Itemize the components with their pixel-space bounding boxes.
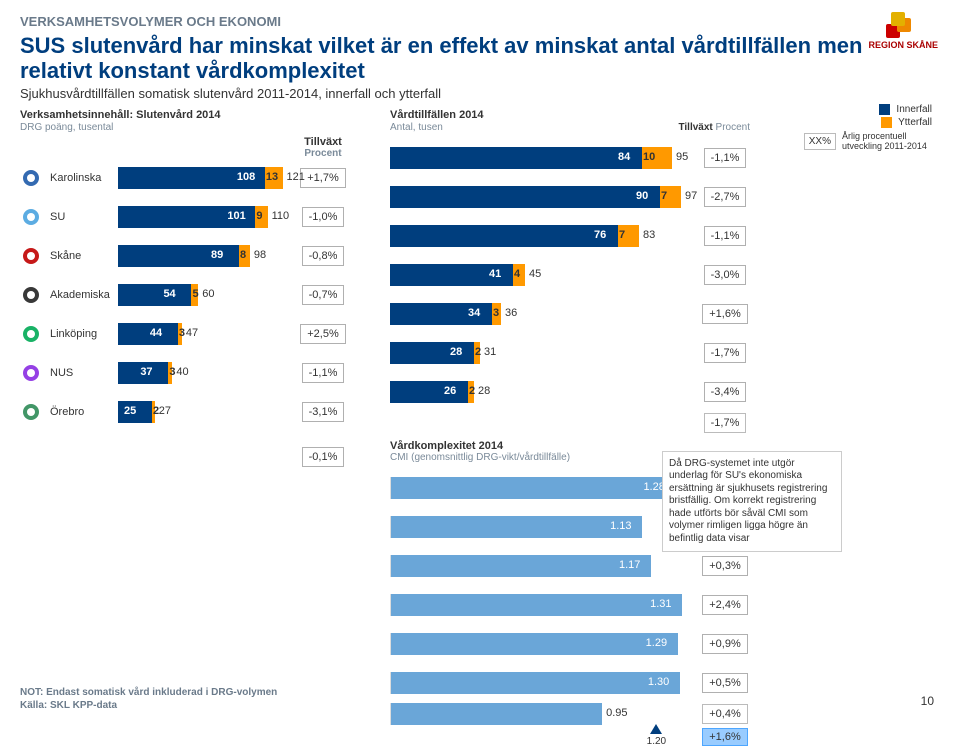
rt-growth: -3,0% — [698, 269, 752, 281]
rt-growth: -1,1% — [698, 152, 752, 164]
vardtillfallen-bar: 28 2 31 — [390, 342, 690, 364]
drg-bar: 25 2 27 — [118, 401, 288, 423]
vardtillfallen-row: 34 3 36 +1,6% — [390, 295, 850, 334]
left-row: NUS 37 3 40 -1,1% — [20, 354, 380, 393]
legend-xx-text: Årlig procentuell utveckling 2011-2014 — [842, 132, 932, 152]
orebro-icon — [20, 401, 42, 423]
left-growth-header: TillväxtProcent — [296, 136, 350, 159]
vardtillfallen-row: 41 4 45 -3,0% — [390, 256, 850, 295]
skane-icon — [20, 245, 42, 267]
side-note: Då DRG-systemet inte utgör underlag för … — [662, 451, 842, 553]
drg-bar: 108 13 121 — [118, 167, 288, 189]
left-row: Akademiska 54 5 60 -0,7% — [20, 276, 380, 315]
brand-text: REGION SKÅNE — [868, 40, 938, 50]
right-bottom-sub: CMI (genomsnittlig DRG-vikt/vårdtillfäll… — [390, 452, 570, 463]
vardtillfallen-bar: 90 7 97 — [390, 186, 690, 208]
cmi-marker: 1.20 — [647, 724, 666, 747]
drg-bar: 44 3 47 — [118, 323, 288, 345]
vardtillfallen-bar: 76 7 83 — [390, 225, 690, 247]
left-section-title: Verksamhetsinnehåll: Slutenvård 2014 — [20, 109, 380, 121]
cmi-growth: +0,9% — [698, 638, 752, 650]
hospital-label: Karolinska — [50, 172, 110, 184]
karolinska-icon — [20, 167, 42, 189]
vardtillfallen-bar: 84 10 95 — [390, 147, 690, 169]
vardtillfallen-row: 90 7 97 -2,7% — [390, 178, 850, 217]
footer-source: NOT: Endast somatisk vård inkluderad i D… — [20, 686, 277, 712]
left-growth: +2,5% — [296, 324, 350, 344]
left-row: SU 101 9 110 -1,0% — [20, 198, 380, 237]
vardtillfallen-row: 26 2 28 -3,4% — [390, 373, 850, 412]
cmi-bar: 1.29 — [390, 633, 690, 655]
left-row: Karolinska 108 13 121 +1,7% — [20, 159, 380, 198]
left-growth: -1,1% — [296, 363, 350, 383]
left-growth: -0,7% — [296, 285, 350, 305]
cmi-bar: 1.31 — [390, 594, 690, 616]
left-row: Skåne 89 8 98 -0,8% — [20, 237, 380, 276]
page-title: SUS slutenvård har minskat vilket är en … — [20, 33, 940, 84]
cmi-bar: 1.13 — [390, 516, 690, 538]
cmi-bar: 1.17 — [390, 555, 690, 577]
nus-icon — [20, 362, 42, 384]
legend-inner: Innerfall — [896, 104, 932, 115]
drg-bar: 89 8 98 — [118, 245, 288, 267]
left-growth: -1,0% — [296, 207, 350, 227]
cmi-bar: 1.28 — [390, 477, 690, 499]
left-growth: -0,8% — [296, 246, 350, 266]
vardtillfallen-row: 84 10 95 -1,1% — [390, 139, 850, 178]
cmi-growth: +2,4% — [698, 599, 752, 611]
marker-growth: +1,6% — [698, 726, 752, 746]
drg-bar: 37 3 40 — [118, 362, 288, 384]
vardtillfallen-row: 76 7 83 -1,1% — [390, 217, 850, 256]
left-row: Linköping 44 3 47 +2,5% — [20, 315, 380, 354]
left-overall-growth: -0,1% — [296, 447, 350, 467]
region-skane-logo: REGION SKÅNE — [868, 12, 938, 50]
hospital-label: Akademiska — [50, 289, 110, 301]
right-top-sub: Antal, tusen — [390, 122, 443, 133]
hospital-label: Skåne — [50, 250, 110, 262]
left-row: Örebro 25 2 27 -3,1% — [20, 393, 380, 432]
drg-bar: 54 5 60 — [118, 284, 288, 306]
left-section-sub: DRG poäng, tusental — [20, 122, 380, 133]
linkoping-icon — [20, 323, 42, 345]
rt-growth: -3,4% — [698, 386, 752, 398]
vardtillfallen-bar: 34 3 36 — [390, 303, 690, 325]
rt-growth: +1,6% — [698, 308, 752, 320]
rt-growth: -1,7% — [698, 347, 752, 359]
vardtillfallen-bar: 26 2 28 — [390, 381, 690, 403]
left-growth: -3,1% — [296, 402, 350, 422]
page-number: 10 — [915, 690, 940, 712]
akademiska-icon — [20, 284, 42, 306]
su-icon — [20, 206, 42, 228]
hospital-label: SU — [50, 211, 110, 223]
rt-growth: -1,1% — [698, 230, 752, 242]
right-top-overall: -1,7% — [698, 417, 752, 429]
page-subtitle: Sjukhusvårdtillfällen somatisk slutenvår… — [20, 86, 940, 101]
cmi-row: 1.17 +0,3% — [390, 547, 850, 586]
vardtillfallen-row: 28 2 31 -1,7% — [390, 334, 850, 373]
eyebrow: VERKSAMHETSVOLYMER OCH EKONOMI — [20, 14, 940, 29]
cmi-growth: +0,3% — [698, 560, 752, 572]
right-top-title: Vårdtillfällen 2014 — [390, 109, 850, 121]
hospital-label: Linköping — [50, 328, 110, 340]
legend-outer: Ytterfall — [898, 117, 932, 128]
vardtillfallen-bar: 41 4 45 — [390, 264, 690, 286]
cmi-row: 1.31 +2,4% — [390, 586, 850, 625]
hospital-label: NUS — [50, 367, 110, 379]
cmi-row: 1.29 +0,9% — [390, 625, 850, 664]
rt-growth: -2,7% — [698, 191, 752, 203]
hospital-label: Örebro — [50, 406, 110, 418]
drg-bar: 101 9 110 — [118, 206, 288, 228]
